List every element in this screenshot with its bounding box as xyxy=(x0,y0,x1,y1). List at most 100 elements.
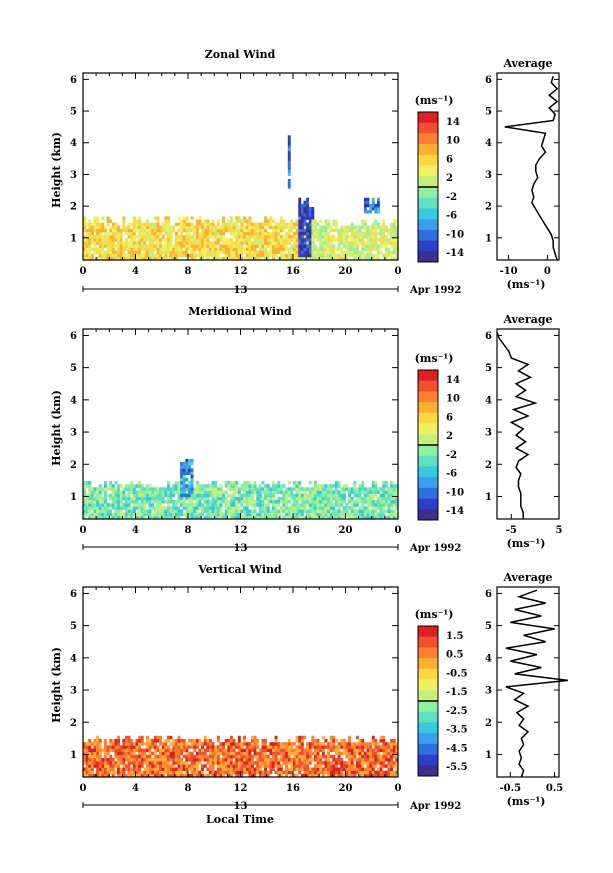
heatmap-cell xyxy=(387,512,391,517)
heatmap-cell xyxy=(235,496,239,501)
heatmap-cell xyxy=(235,742,239,746)
heatmap-cell xyxy=(363,253,367,258)
heatmap-cell xyxy=(303,225,307,230)
heatmap-cell xyxy=(293,484,296,488)
heatmap-cell xyxy=(114,503,118,507)
heatmap-cell xyxy=(377,512,380,517)
heatmap-cell xyxy=(111,241,115,245)
heatmap-cell xyxy=(269,244,273,248)
heatmap-cell xyxy=(153,751,157,756)
heatmap-cell xyxy=(185,247,189,251)
colorbar-swatch xyxy=(418,176,438,188)
heatmap-cell xyxy=(156,770,160,775)
heatmap-cell xyxy=(245,758,249,762)
heatmap-cell xyxy=(153,509,157,513)
heatmap-cell xyxy=(258,225,262,230)
heatmap-cell xyxy=(358,241,362,245)
heatmap-cell xyxy=(156,506,160,510)
heatmap-cell xyxy=(195,487,199,491)
heatmap-cell xyxy=(156,748,160,752)
heatmap-cell xyxy=(109,487,113,491)
heatmap-cell xyxy=(363,742,367,746)
heatmap-cell xyxy=(224,496,228,501)
heatmap-cell xyxy=(321,770,325,775)
heatmap-cell xyxy=(382,754,386,759)
heatmap-cell xyxy=(285,509,288,513)
heatmap-cell xyxy=(159,515,162,520)
heatmap-cell xyxy=(164,512,168,517)
heatmap-cell xyxy=(366,761,370,765)
heatmap-cell xyxy=(125,256,128,261)
heatmap-cell xyxy=(303,238,307,242)
heatmap-cell xyxy=(377,770,380,775)
heatmap-cell xyxy=(98,256,102,261)
heatmap-cell xyxy=(167,493,170,498)
heatmap-cell xyxy=(132,509,136,513)
heatmap-cell xyxy=(306,216,309,220)
heatmap-cell xyxy=(193,247,197,251)
heatmap-cell xyxy=(143,512,147,517)
heatmap-cell xyxy=(159,241,162,245)
heatmap-cell xyxy=(290,250,294,255)
heatmap-cell xyxy=(256,754,260,759)
heatmap-cell xyxy=(167,490,170,494)
heatmap-cell xyxy=(167,247,170,251)
heatmap-cell xyxy=(104,481,107,485)
heatmap-cell xyxy=(240,745,244,749)
heatmap-cell xyxy=(203,758,207,762)
heatmap-cell xyxy=(135,773,139,778)
heatmap-cell xyxy=(104,754,107,759)
heatmap-cell xyxy=(161,509,165,513)
heatmap-cell xyxy=(266,506,270,510)
heatmap-cell xyxy=(348,764,351,768)
heatmap-cell xyxy=(96,506,99,510)
heatmap-cell xyxy=(127,241,131,245)
heatmap-cell xyxy=(119,506,123,510)
heatmap-cell xyxy=(98,767,102,771)
heatmap-cell xyxy=(201,754,204,759)
heatmap-cell xyxy=(251,754,254,759)
heatmap-cell xyxy=(274,742,278,746)
heatmap-cell xyxy=(348,241,351,245)
heatmap-cell xyxy=(258,506,262,510)
heatmap-cell xyxy=(135,500,139,504)
heatmap-cell xyxy=(243,256,246,261)
heatmap-cell xyxy=(219,247,223,251)
heatmap-cell xyxy=(345,225,349,230)
heatmap-cell xyxy=(319,512,323,517)
heatmap-cell xyxy=(377,210,380,214)
heatmap-cell xyxy=(83,748,86,752)
heatmap-cell xyxy=(122,748,126,752)
heatmap-cell xyxy=(237,767,241,771)
heatmap-cell xyxy=(195,761,199,765)
heatmap-cell xyxy=(256,751,260,756)
heatmap-cell xyxy=(316,751,320,756)
heatmap-cell xyxy=(232,506,236,510)
heatmap-cell xyxy=(253,228,257,233)
heatmap-cell xyxy=(185,745,189,749)
heatmap-cell xyxy=(395,493,399,498)
heatmap-cell xyxy=(209,761,212,765)
heatmap-cell xyxy=(395,512,399,517)
heatmap-cell xyxy=(298,751,302,756)
heatmap-cell xyxy=(353,256,357,261)
heatmap-cell xyxy=(251,496,254,501)
heatmap-cell xyxy=(130,228,134,233)
heatmap-cell xyxy=(132,758,136,762)
heatmap-cell xyxy=(130,256,134,261)
heatmap-cell xyxy=(321,225,325,230)
heatmap-cell xyxy=(182,216,186,220)
avg-y-tick-label: 4 xyxy=(485,653,492,664)
heatmap-cell xyxy=(190,761,194,765)
heatmap-cell xyxy=(316,503,320,507)
heatmap-cell xyxy=(369,250,372,255)
heatmap-cell xyxy=(300,773,304,778)
heatmap-cell xyxy=(222,748,225,752)
heatmap-cell xyxy=(88,225,92,230)
heatmap-cell xyxy=(98,487,102,491)
heatmap-cell xyxy=(96,216,99,220)
heatmap-cell xyxy=(332,515,336,520)
heatmap-cell xyxy=(332,512,336,517)
heatmap-cell xyxy=(193,509,197,513)
heatmap-cell xyxy=(282,500,286,504)
